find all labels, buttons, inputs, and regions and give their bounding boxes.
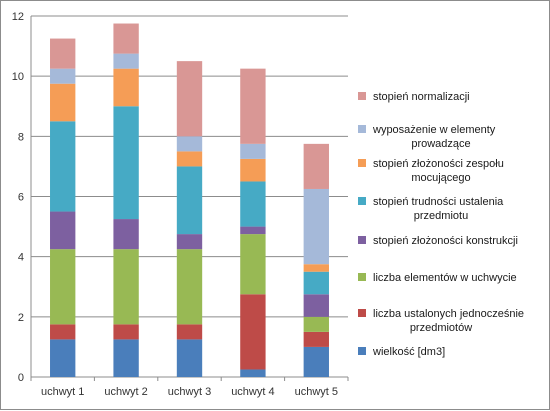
bar-segment bbox=[50, 211, 76, 250]
bar-segment bbox=[50, 249, 76, 325]
x-tick-label: uchwyt 5 bbox=[295, 386, 338, 398]
legend-swatch bbox=[358, 347, 366, 355]
y-tick-label: 12 bbox=[12, 11, 24, 23]
bar-segment bbox=[240, 68, 266, 144]
bar-segment bbox=[303, 316, 329, 332]
y-tick-label: 10 bbox=[12, 71, 24, 83]
bar-segment bbox=[303, 331, 329, 347]
legend-item: stopień trudności ustalenia przedmiotu bbox=[358, 196, 504, 222]
bar-segment bbox=[240, 234, 266, 295]
legend-item: stopień złożoności zespołu mocującego bbox=[358, 158, 504, 184]
bar-segment bbox=[113, 23, 139, 54]
legend: stopień normalizacji wyposażenie w elemen… bbox=[358, 91, 524, 358]
x-tick-label: uchwyt 2 bbox=[104, 386, 147, 398]
y-tick-label: 4 bbox=[18, 252, 24, 264]
bar-segment bbox=[50, 68, 76, 84]
legend-swatch bbox=[358, 309, 366, 317]
legend-swatch bbox=[358, 236, 366, 244]
bar-segment bbox=[176, 324, 203, 340]
bar-segment bbox=[113, 106, 139, 220]
legend-label: liczba ustalonych jednocześnie przedmiotó… bbox=[373, 308, 524, 334]
bar-segment bbox=[303, 188, 329, 265]
y-tick-label: 0 bbox=[18, 372, 24, 384]
legend-label: stopień złożoności konstrukcji bbox=[373, 235, 518, 247]
y-tick-label: 8 bbox=[18, 131, 24, 143]
legend-item: stopień normalizacji bbox=[358, 91, 470, 103]
bar-segment bbox=[176, 151, 203, 167]
x-tick-label: uchwyt 1 bbox=[41, 386, 84, 398]
bar-segment bbox=[113, 219, 139, 250]
tick-labels: 0 2 4 6 8 10 12 uchwyt 1 uchwyt 2 uchwyt 3 uchwyt … bbox=[12, 11, 338, 398]
y-tick-label: 2 bbox=[18, 312, 24, 324]
bar-segment bbox=[176, 61, 203, 137]
bar-segment bbox=[50, 83, 76, 122]
legend-item: liczba elementów w uchwycie bbox=[358, 272, 517, 284]
bar-segment bbox=[240, 294, 266, 370]
bar-segment bbox=[303, 294, 329, 317]
legend-label: wielkość [dm3] bbox=[372, 346, 445, 358]
bar-segment bbox=[113, 53, 139, 69]
bar-segment bbox=[113, 249, 139, 325]
legend-swatch bbox=[358, 197, 366, 205]
bar-segment bbox=[176, 166, 203, 235]
bar-segment bbox=[240, 369, 266, 377]
x-tick-label: uchwyt 4 bbox=[231, 386, 274, 398]
bar-segment bbox=[50, 121, 76, 212]
legend-label: stopień złożoności zespołu mocującego bbox=[373, 158, 504, 184]
legend-swatch bbox=[358, 125, 366, 133]
legend-label: liczba elementów w uchwycie bbox=[373, 272, 517, 284]
bar-segment bbox=[303, 143, 329, 189]
bar-segment bbox=[113, 68, 139, 107]
bar-segment bbox=[240, 226, 266, 235]
bar-segment bbox=[240, 181, 266, 227]
legend-label: wyposażenie w elementy prowadzące bbox=[372, 124, 496, 150]
bar-segment bbox=[176, 249, 203, 325]
bar-segment bbox=[50, 324, 76, 340]
bar-segment bbox=[113, 339, 139, 377]
legend-item: wyposażenie w elementy prowadzące bbox=[358, 124, 496, 150]
bar-segment bbox=[176, 339, 203, 377]
bar-segment bbox=[50, 38, 76, 69]
legend-swatch bbox=[358, 92, 366, 100]
bar-segment bbox=[303, 346, 329, 377]
legend-item: wielkość [dm3] bbox=[358, 346, 445, 358]
legend-item: liczba ustalonych jednocześnie przedmiotó… bbox=[358, 308, 524, 334]
bar-segment bbox=[303, 264, 329, 272]
bars bbox=[50, 23, 329, 377]
bar-segment bbox=[240, 158, 266, 182]
legend-swatch bbox=[358, 273, 366, 281]
legend-label: stopień trudności ustalenia przedmiotu bbox=[373, 196, 504, 222]
legend-swatch bbox=[358, 159, 366, 167]
bar-segment bbox=[303, 271, 329, 295]
legend-item: stopień złożoności konstrukcji bbox=[358, 235, 518, 247]
bar-segment bbox=[176, 136, 203, 152]
y-tick-label: 6 bbox=[18, 192, 24, 204]
bar-segment bbox=[176, 234, 203, 250]
bar-segment bbox=[240, 143, 266, 159]
x-tick-label: uchwyt 3 bbox=[168, 386, 211, 398]
bar-segment bbox=[50, 339, 76, 377]
bar-segment bbox=[113, 324, 139, 340]
legend-label: stopień normalizacji bbox=[373, 91, 470, 103]
